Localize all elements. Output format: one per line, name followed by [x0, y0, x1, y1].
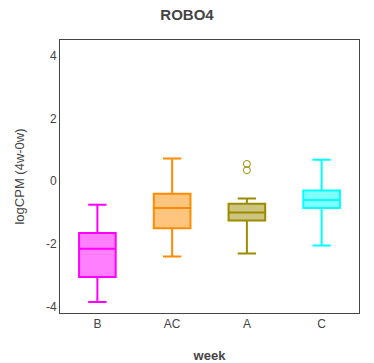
- svg-text:ROBO4: ROBO4: [160, 6, 214, 23]
- svg-text:week: week: [193, 348, 227, 363]
- svg-text:logCPM (4w-0w): logCPM (4w-0w): [12, 128, 27, 224]
- svg-text:C: C: [317, 317, 326, 331]
- svg-text:0: 0: [50, 174, 57, 188]
- svg-text:B: B: [93, 317, 101, 331]
- svg-text:-4: -4: [46, 300, 57, 314]
- svg-text:-2: -2: [46, 237, 57, 251]
- svg-text:2: 2: [50, 112, 57, 126]
- svg-text:AC: AC: [164, 317, 181, 331]
- svg-text:4: 4: [50, 49, 57, 63]
- svg-text:A: A: [243, 317, 251, 331]
